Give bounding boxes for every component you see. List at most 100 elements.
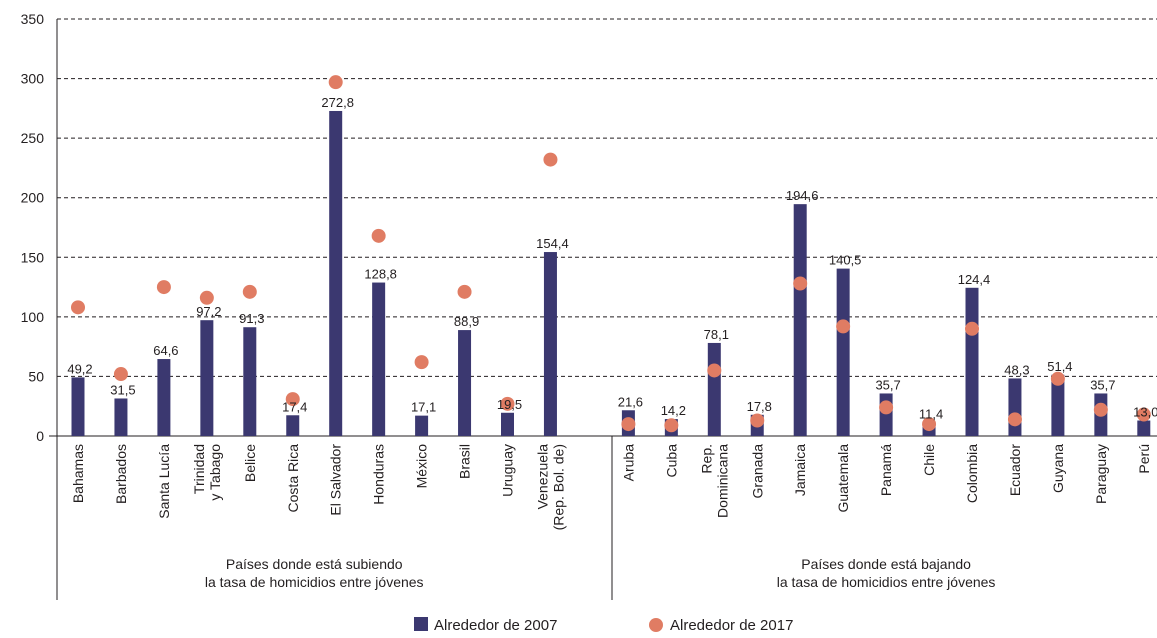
category-label: Venezuela bbox=[534, 444, 550, 510]
data-label-2007: 35,7 bbox=[875, 377, 900, 392]
group-label: Países donde está subiendo bbox=[226, 556, 403, 572]
bar-2007 bbox=[1137, 420, 1151, 436]
category-label: Santa Lucía bbox=[156, 444, 172, 519]
dot-2017 bbox=[414, 355, 429, 370]
category-label: Panamá bbox=[878, 444, 894, 496]
category-label: Barbados bbox=[113, 444, 129, 504]
dot-2017 bbox=[543, 152, 558, 167]
dot-2017 bbox=[457, 284, 472, 299]
bars-2007 bbox=[71, 110, 1151, 437]
data-label-2007: 272,8 bbox=[321, 95, 354, 110]
category-label: Guyana bbox=[1050, 444, 1066, 493]
category-label: Rep. bbox=[698, 444, 714, 474]
bar-2007 bbox=[372, 282, 386, 436]
bar-2007 bbox=[458, 330, 472, 436]
bar-2007 bbox=[200, 320, 214, 436]
category-label: (Rep. Bol. de) bbox=[550, 444, 566, 530]
dot-2017 bbox=[113, 367, 128, 382]
bar-2007 bbox=[1051, 374, 1065, 436]
data-label-2007: 88,9 bbox=[454, 314, 479, 329]
category-labels: Bahamas Barbados Santa Lucía Trinidad y Taba… bbox=[70, 444, 1152, 531]
dots-2017 bbox=[71, 75, 1151, 433]
category-label: Aruba bbox=[620, 444, 636, 482]
group-label: la tasa de homicidios entre jóvenes bbox=[205, 574, 424, 590]
bar-2007 bbox=[286, 415, 300, 436]
legend-label-2007: Alrededor de 2007 bbox=[434, 617, 557, 634]
dot-2017 bbox=[371, 228, 386, 243]
category-label: Trinidad bbox=[191, 444, 207, 494]
data-label-2007: 17,4 bbox=[282, 399, 307, 414]
legend: Alrededor de 2007 Alrededor de 2017 bbox=[414, 617, 793, 634]
dot-2017 bbox=[879, 400, 894, 415]
dot-2017 bbox=[793, 276, 808, 291]
bar-2007 bbox=[1008, 378, 1022, 436]
bar-2007 bbox=[157, 359, 171, 436]
data-label-2007: 154,4 bbox=[536, 236, 569, 251]
group-label: Países donde está bajando bbox=[801, 556, 971, 572]
data-label-2007: 51,4 bbox=[1047, 359, 1072, 374]
data-label-2007: 124,4 bbox=[958, 272, 991, 287]
category-label: Granada bbox=[749, 444, 765, 499]
data-labels: 49,2 31,5 64,6 97,2 91,3 17,4 272,8 128,8 17,1 88… bbox=[67, 95, 1157, 421]
category-label: Brasil bbox=[457, 444, 473, 479]
data-label-2007: 49,2 bbox=[67, 361, 92, 376]
data-label-2007: 13,0 bbox=[1133, 405, 1157, 420]
category-label: Guatemala bbox=[835, 444, 851, 513]
dot-2017 bbox=[1136, 407, 1151, 422]
data-label-2007: 78,1 bbox=[704, 327, 729, 342]
dot-2017 bbox=[328, 75, 343, 90]
category-label: Bahamas bbox=[70, 444, 86, 503]
y-tick-label: 350 bbox=[21, 11, 45, 27]
dot-2017 bbox=[1050, 371, 1065, 386]
data-label-2007: 128,8 bbox=[364, 267, 397, 282]
legend-label-2017: Alrededor de 2017 bbox=[670, 617, 793, 634]
dot-2017 bbox=[922, 417, 937, 432]
y-tick-label: 300 bbox=[21, 71, 45, 87]
bar-2007 bbox=[71, 377, 85, 436]
category-label: Belice bbox=[242, 444, 258, 482]
category-label: Chile bbox=[921, 444, 937, 476]
bar-2007 bbox=[243, 327, 257, 436]
category-label: Perú bbox=[1136, 444, 1152, 474]
dot-2017 bbox=[750, 413, 765, 428]
gridlines bbox=[57, 18, 1157, 377]
data-label-2007: 91,3 bbox=[239, 311, 264, 326]
category-label: Dominicana bbox=[714, 444, 730, 518]
dot-2017 bbox=[242, 284, 257, 299]
dot-2017 bbox=[199, 290, 214, 305]
dot-2017 bbox=[1007, 412, 1022, 427]
category-label: Jamaica bbox=[792, 444, 808, 496]
data-label-2007: 31,5 bbox=[110, 382, 135, 397]
legend-swatch-2017 bbox=[649, 618, 663, 632]
category-label: y Tabago bbox=[207, 444, 223, 501]
y-tick-label: 50 bbox=[28, 368, 44, 384]
data-label-2007: 140,5 bbox=[829, 253, 862, 268]
dot-2017 bbox=[664, 418, 679, 433]
dot-2017 bbox=[707, 363, 722, 378]
data-label-2007: 64,6 bbox=[153, 343, 178, 358]
group-label: la tasa de homicidios entre jóvenes bbox=[777, 574, 996, 590]
category-label: Paraguay bbox=[1093, 444, 1109, 504]
data-label-2007: 97,2 bbox=[196, 304, 221, 319]
dot-2017 bbox=[965, 321, 979, 336]
dot-2017 bbox=[285, 392, 300, 407]
bar-2007 bbox=[501, 412, 514, 436]
data-label-2007: 19,5 bbox=[497, 397, 522, 412]
y-tick-label: 0 bbox=[36, 428, 44, 444]
category-label: Costa Rica bbox=[285, 444, 301, 513]
bar-2007 bbox=[965, 287, 979, 436]
category-label: Colombia bbox=[964, 444, 980, 503]
dot-2017 bbox=[500, 396, 515, 411]
bar-2007 bbox=[114, 398, 128, 436]
bar-2007 bbox=[793, 204, 807, 436]
y-tick-label: 100 bbox=[21, 309, 45, 325]
data-label-2007: 17,8 bbox=[747, 399, 772, 414]
category-label: Cuba bbox=[663, 444, 679, 478]
data-label-2007: 194,6 bbox=[786, 188, 819, 203]
category-label: México bbox=[414, 444, 430, 489]
category-label: Ecuador bbox=[1007, 444, 1023, 496]
dot-2017 bbox=[156, 280, 171, 295]
dot-2017 bbox=[1093, 402, 1108, 417]
y-tick-label: 200 bbox=[21, 190, 45, 206]
